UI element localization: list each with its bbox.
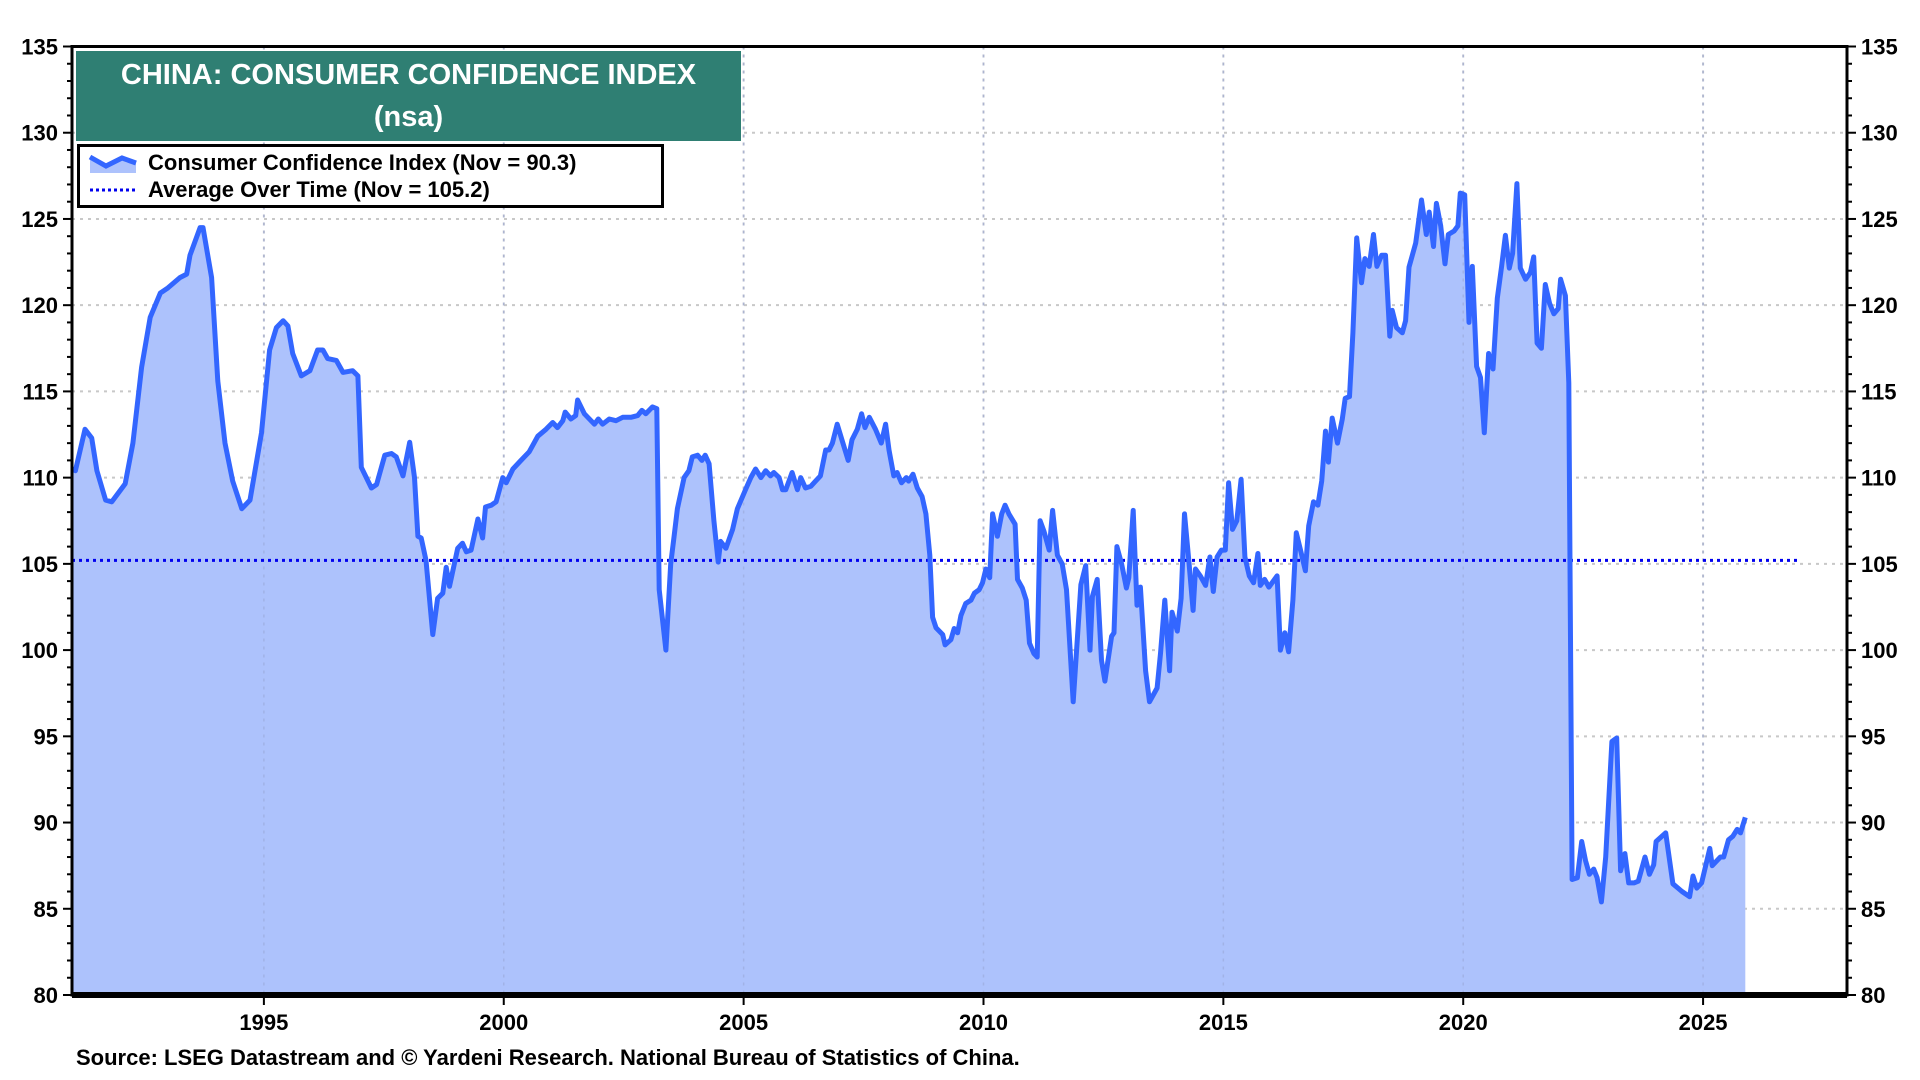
y-tick-label-right: 120 [1861, 293, 1898, 318]
x-tick-label: 2020 [1439, 1010, 1488, 1035]
axes [63, 45, 1856, 1005]
y-tick-label-left: 115 [23, 379, 59, 404]
y-tick-label-left: 105 [21, 552, 58, 577]
x-tick-label: 2025 [1679, 1010, 1728, 1035]
legend-label-index: Consumer Confidence Index (Nov = 90.3) [148, 150, 577, 175]
y-tick-label-right: 95 [1861, 724, 1885, 749]
y-tick-label-right: 135 [1861, 35, 1898, 60]
area-line-swatch-icon [88, 154, 137, 173]
x-tick-label: 2000 [479, 1010, 528, 1035]
legend-item-average: Average Over Time (Nov = 105.2) [88, 177, 490, 203]
legend-label-average: Average Over Time (Nov = 105.2) [148, 177, 490, 202]
chart-subtitle: (nsa) [373, 101, 444, 133]
y-tick-label-left: 130 [21, 121, 58, 146]
y-tick-label-right: 130 [1861, 121, 1898, 146]
y-tick-label-left: 100 [21, 638, 58, 663]
y-tick-label-right: 115 [1861, 379, 1897, 404]
y-axis-labels-right: 80 85 90 95 100 105 110 115 120 125 130 135 [1861, 35, 1898, 1009]
legend-item-index: Consumer Confidence Index (Nov = 90.3) [88, 150, 576, 176]
x-tick-label: 1995 [239, 1010, 288, 1035]
y-tick-label-right: 125 [1861, 207, 1898, 232]
series-line [70, 181, 1748, 905]
x-tick-label: 2010 [959, 1010, 1008, 1035]
y-tick-label-left: 135 [21, 35, 58, 60]
x-axis-labels: 1995 2000 2005 2010 2015 2020 2025 [239, 1010, 1727, 1035]
source-note: Source: LSEG Datastream and © Yardeni Re… [76, 1045, 1020, 1070]
y-tick-label-left: 125 [21, 207, 58, 232]
y-axis-labels-left: 80 85 90 95 100 105 110 115 120 125 130 135 [21, 35, 58, 1009]
y-tick-label-left: 90 [34, 811, 58, 836]
y-tick-label-right: 85 [1861, 897, 1885, 922]
y-tick-label-left: 80 [34, 983, 58, 1008]
y-tick-label-right: 90 [1861, 811, 1885, 836]
y-tick-label-left: 85 [34, 897, 58, 922]
y-tick-label-left: 110 [23, 466, 59, 491]
y-tick-label-left: 120 [21, 293, 58, 318]
y-tick-label-left: 95 [34, 724, 58, 749]
series-area-fill [72, 183, 1746, 996]
x-tick-label: 2005 [719, 1010, 768, 1035]
chart-title-box: CHINA: CONSUMER CONFIDENCE INDEX (nsa) [76, 51, 741, 141]
legend: Consumer Confidence Index (Nov = 90.3) A… [77, 144, 664, 208]
y-tick-label-right: 100 [1861, 638, 1898, 663]
chart-title: CHINA: CONSUMER CONFIDENCE INDEX [120, 59, 697, 91]
y-tick-label-right: 105 [1861, 552, 1898, 577]
y-tick-label-right: 80 [1861, 983, 1885, 1008]
vertical-gridlines-overlay [263, 46, 1704, 995]
dotted-line-swatch-icon [90, 188, 136, 192]
x-tick-label: 2015 [1199, 1010, 1248, 1035]
y-tick-label-right: 110 [1861, 466, 1897, 491]
